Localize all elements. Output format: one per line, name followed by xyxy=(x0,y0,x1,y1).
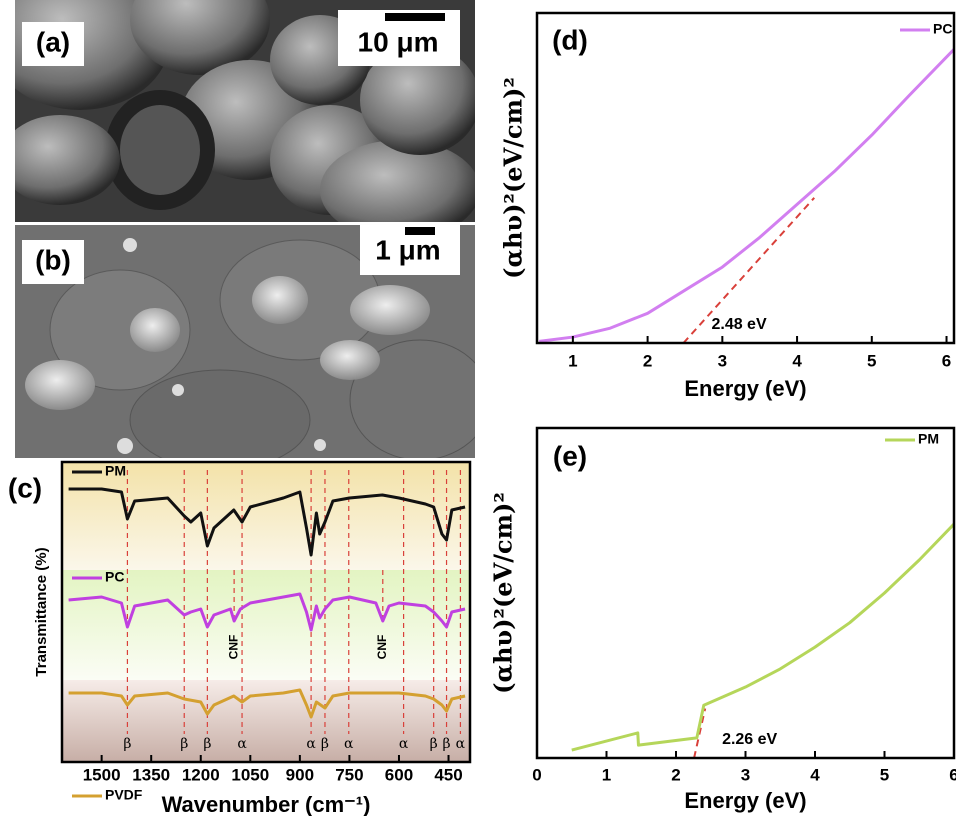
sem-image-b xyxy=(15,225,475,458)
x-tick-label: 5 xyxy=(867,351,876,370)
x-tick-label: 1350 xyxy=(132,765,170,784)
panel-label: (c) xyxy=(8,472,42,503)
legend-label: PM xyxy=(105,463,126,479)
x-tick-label: 2 xyxy=(671,765,680,784)
band-label: α xyxy=(399,736,409,752)
image-label: (a) xyxy=(36,26,70,57)
x-tick-label: 5 xyxy=(880,765,889,784)
band-gap-label: 2.48 eV xyxy=(711,316,766,333)
x-tick-label: 1050 xyxy=(231,765,269,784)
plot-frame xyxy=(535,426,956,760)
legend-label: PVDF xyxy=(105,787,143,803)
band-label: α xyxy=(306,736,316,752)
scale-bar xyxy=(385,13,445,21)
label-box xyxy=(22,240,84,284)
series-line xyxy=(539,48,956,343)
legend-label: PC xyxy=(105,569,124,585)
x-tick-label: 900 xyxy=(286,765,314,784)
image-label: (b) xyxy=(35,244,71,275)
x-tick-label: 4 xyxy=(810,765,820,784)
x-tick-label: 600 xyxy=(385,765,413,784)
series-line xyxy=(68,688,466,719)
x-tick-label: 4 xyxy=(792,351,802,370)
series-line xyxy=(68,487,466,557)
scale-label: 1 μm xyxy=(375,234,440,265)
series-line xyxy=(571,522,956,752)
panel-label: (e) xyxy=(553,440,587,471)
x-tick-label: 6 xyxy=(949,765,956,784)
x-tick-label: 1500 xyxy=(83,765,121,784)
label-box xyxy=(5,468,49,510)
x-tick-label: 750 xyxy=(335,765,363,784)
band-label: α xyxy=(237,736,247,752)
tangent-line xyxy=(682,197,815,344)
cnf-label: CNF xyxy=(226,635,240,660)
x-tick-label: 0 xyxy=(532,765,541,784)
label-box xyxy=(22,22,84,66)
band-label: β xyxy=(442,736,450,752)
x-tick-label: 450 xyxy=(434,765,462,784)
x-axis-label: Energy (eV) xyxy=(684,376,806,401)
band-label: β xyxy=(430,736,438,752)
band-label: β xyxy=(123,736,131,752)
band-label: β xyxy=(180,736,188,752)
legend-label: PC xyxy=(933,21,952,37)
x-tick-label: 3 xyxy=(741,765,750,784)
plot-frame xyxy=(60,460,472,764)
series-line xyxy=(68,592,466,632)
legend-label: PM xyxy=(918,431,939,447)
band-label: α xyxy=(344,736,354,752)
x-tick-label: 1200 xyxy=(182,765,220,784)
x-tick-label: 2 xyxy=(643,351,652,370)
band-label: α xyxy=(456,736,466,752)
cnf-label: CNF xyxy=(375,635,389,660)
x-tick-label: 1 xyxy=(602,765,611,784)
x-tick-label: 3 xyxy=(718,351,727,370)
x-tick-label: 1 xyxy=(568,351,577,370)
scale-label: 10 μm xyxy=(358,26,439,57)
band-background xyxy=(62,570,470,680)
y-axis-label: (αhυ)²(eV/cm)² xyxy=(499,77,528,279)
scale-bar xyxy=(405,227,435,235)
band-gap-label: 2.26 eV xyxy=(722,731,777,748)
x-axis-label: Energy (eV) xyxy=(684,788,806,813)
plot-frame xyxy=(535,11,956,345)
y-axis-label: (αhυ)²(eV/cm)² xyxy=(489,492,518,694)
band-label: β xyxy=(321,736,329,752)
tangent-line xyxy=(693,708,707,759)
x-tick-label: 6 xyxy=(942,351,951,370)
x-axis-label: Wavenumber (cm⁻¹) xyxy=(162,792,371,816)
y-axis-label: Transmittance (%) xyxy=(33,547,50,676)
panel-label: (d) xyxy=(552,24,588,55)
band-label: β xyxy=(203,736,211,752)
